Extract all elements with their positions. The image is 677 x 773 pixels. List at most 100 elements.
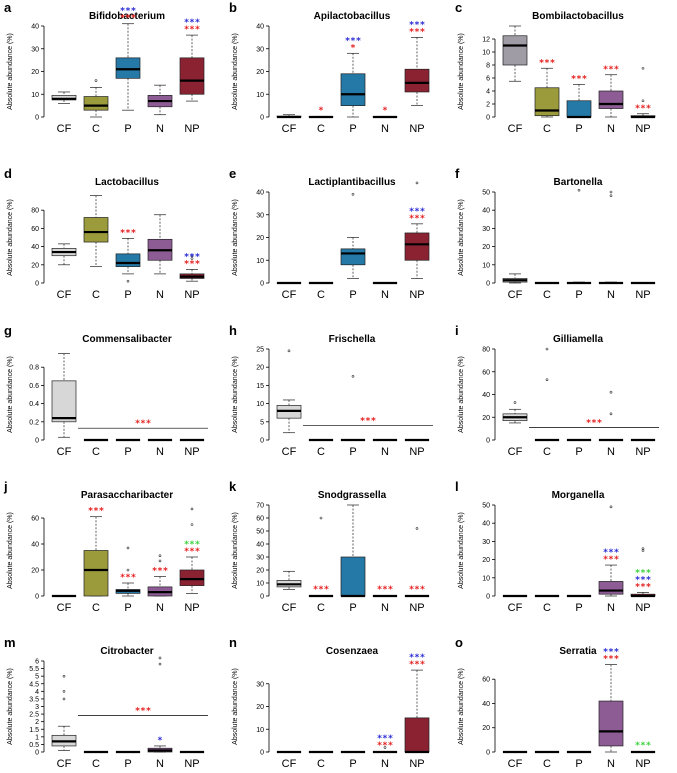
x-tick-label: C <box>317 602 325 614</box>
box-body <box>51 95 77 101</box>
box-NP <box>179 507 205 594</box>
y-tick-label: 30 <box>256 46 264 53</box>
x-tick-label: P <box>575 602 582 614</box>
y-tick-label: 40 <box>256 542 264 549</box>
y-tick-label: 40 <box>482 701 490 708</box>
panel-title: Lactobacillus <box>95 177 159 188</box>
box-body <box>83 550 109 597</box>
significance-marker: *** <box>635 575 651 585</box>
x-tick-label: P <box>124 758 131 770</box>
box-P <box>115 23 141 111</box>
x-tick-label: N <box>156 289 164 301</box>
panel-i: i Gilliamella 0 20 40 60 80 Absolute abundance … <box>455 323 659 458</box>
x-tick-label: C <box>317 123 325 135</box>
box-P <box>340 374 366 442</box>
significance-marker: *** <box>184 252 200 262</box>
y-axis-label: Absolute abundance (%) <box>458 33 465 110</box>
x-tick-label: CF <box>508 123 523 135</box>
panel-letter: d <box>4 166 12 181</box>
panel-title: Lactiplantibacillus <box>308 177 396 188</box>
outlier-point <box>609 412 613 416</box>
box-NP <box>404 669 430 754</box>
panel-letter: o <box>455 635 463 650</box>
outlier-point <box>62 697 66 701</box>
outlier-point <box>62 674 66 678</box>
significance-marker: *** <box>409 585 425 595</box>
box-body <box>404 232 430 261</box>
outlier-point <box>190 254 194 257</box>
outlier-point <box>545 378 549 382</box>
box-CF <box>276 114 302 119</box>
outlier-point <box>415 181 419 185</box>
box-CF <box>51 674 77 751</box>
significance-marker: *** <box>120 573 136 583</box>
y-tick-label: 10 <box>31 92 39 99</box>
x-tick-label: CF <box>508 446 523 458</box>
x-tick-label: N <box>607 289 615 301</box>
significance-marker: *** <box>635 741 651 751</box>
y-tick-label: 20 <box>482 725 490 732</box>
significance-marker: *** <box>603 548 619 558</box>
y-axis-label: Absolute abundance (%) <box>7 199 14 276</box>
box-C <box>83 195 109 267</box>
y-tick-label: 0.4 <box>29 401 39 408</box>
y-tick-label: 60 <box>256 516 264 523</box>
significance-marker: * <box>382 106 387 116</box>
x-tick-label: NP <box>635 602 650 614</box>
panel-letter: c <box>455 0 462 15</box>
x-tick-label: C <box>543 602 551 614</box>
x-tick-label: NP <box>184 289 199 301</box>
y-tick-label: 5 <box>260 419 264 426</box>
box-P <box>340 52 366 118</box>
y-tick-label: 20 <box>256 704 264 711</box>
outlier-point <box>287 349 291 353</box>
panel-letter: e <box>229 166 236 181</box>
y-tick-label: 10 <box>256 401 264 408</box>
panel-title: Serratia <box>559 646 597 657</box>
y-tick-label: 10 <box>256 258 264 265</box>
x-tick-label: N <box>381 123 389 135</box>
y-tick-label: 20 <box>31 262 39 269</box>
box-body <box>404 68 430 93</box>
y-tick-label: 30 <box>31 46 39 53</box>
box-N <box>598 74 624 118</box>
outlier-point <box>94 79 98 82</box>
y-tick-label: 0.6 <box>29 383 39 390</box>
panel-d: d Lactobacillus 0 20 40 60 80 Absolute abundanc… <box>4 166 205 301</box>
y-tick-label: 0 <box>260 750 264 757</box>
box-P <box>566 84 592 119</box>
box-C <box>83 516 109 597</box>
box-CF <box>502 25 528 82</box>
y-tick-label: 60 <box>482 369 490 376</box>
significance-marker: *** <box>603 65 619 75</box>
panel-letter: m <box>4 635 16 650</box>
significance-marker: *** <box>135 707 151 717</box>
y-tick-label: 0 <box>486 750 490 757</box>
box-NP <box>404 181 430 279</box>
x-tick-label: CF <box>508 758 523 770</box>
y-tick-label: 40 <box>482 521 490 528</box>
panel-h: h Frischella 0 5 10 15 20 25 Absolute abundance … <box>229 323 433 458</box>
x-tick-label: C <box>92 289 100 301</box>
significance-marker: *** <box>184 540 200 550</box>
y-tick-label: 30 <box>256 555 264 562</box>
box-CF <box>51 243 77 266</box>
significance-marker: *** <box>586 418 602 428</box>
x-tick-label: N <box>381 758 389 770</box>
x-tick-label: C <box>543 289 551 301</box>
box-body <box>598 90 624 109</box>
outlier-point <box>319 516 323 520</box>
box-CF <box>51 91 77 104</box>
y-tick-label: 40 <box>256 190 264 197</box>
box-CF <box>502 401 528 424</box>
x-tick-label: NP <box>409 602 424 614</box>
x-tick-label: N <box>381 602 389 614</box>
y-tick-label: 70 <box>256 503 264 510</box>
x-tick-label: N <box>381 289 389 301</box>
panel-title: Bifidobacterium <box>89 11 165 22</box>
y-tick-label: 12 <box>482 37 490 44</box>
y-tick-label: 20 <box>31 568 39 575</box>
y-axis-label: Absolute abundance (%) <box>7 668 14 745</box>
y-tick-label: 3 <box>35 704 39 711</box>
